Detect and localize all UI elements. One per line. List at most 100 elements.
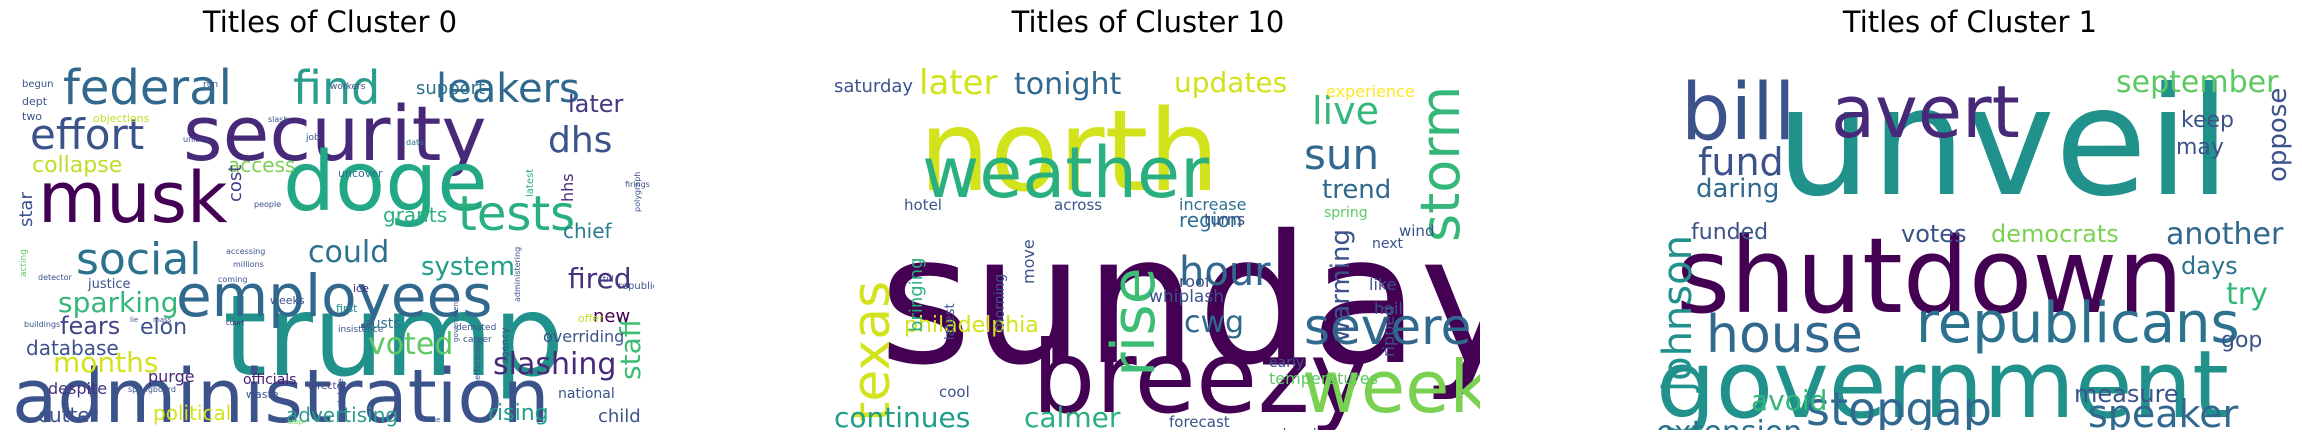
word-accessing: accessing [226,247,265,256]
word-two: two [22,110,42,123]
word-fears: fears [60,312,120,340]
word-objections: objections [93,112,150,125]
word-statute: statute [336,378,345,407]
word-court: court [226,319,244,327]
word-latest: latest [525,169,536,197]
word-first: first [336,302,358,315]
word-chief: chief [563,219,613,243]
word-slashing: slashing [493,347,616,382]
word-database: database [26,336,119,360]
word-waste: waste [246,388,279,401]
word-tonight: tonight [1014,67,1122,102]
word-weekend: weekend [1254,427,1317,430]
word-begun: begun [22,79,54,90]
word-sue: sue [428,416,440,424]
word-democrats: democrats [1991,220,2119,248]
word-north: north [919,87,1219,217]
word-cloud: north sunday breezy weather week severe texas s… [834,42,1480,430]
word-staff: staff [614,317,647,380]
word-access: access [228,153,295,177]
word-votes: votes [1901,220,1967,248]
word-may: may [2176,135,2224,160]
word-insistence: insistence [338,325,384,335]
word-lie: lie [130,316,138,324]
word-slash: slash [268,115,289,124]
word-job: job [305,133,320,143]
word-hhs: hhs [558,173,577,202]
word-unions: unions [183,135,210,144]
word-people: people [254,200,281,209]
word-star: star [16,192,37,227]
word-grants: grants [383,203,447,227]
word-acting: acting [19,249,29,277]
word-director: director [308,381,348,392]
word-continues: continues [834,401,970,430]
word-spring: spring [1324,205,1368,221]
word-performing: performing [473,341,482,385]
word-avert: avert [1831,70,2020,154]
word-bringing: bringing [906,258,927,333]
word-data: data [406,138,424,147]
word-rising: rising [488,401,549,426]
panel-title: Titles of Cluster 1 [1842,5,2098,39]
word-whiplash: whiplash [1149,287,1224,307]
word-workers: workers [330,82,366,92]
word-dhs: dhs [548,120,612,161]
word-ice: ice [353,282,369,295]
word-employees: employees [176,262,493,330]
word-security: security [183,89,486,178]
word-social: social [76,234,201,285]
word-saturday: saturday [834,76,913,97]
word-tests: tests [458,186,575,242]
word-could: could [308,235,389,270]
word-cool: cool [939,383,970,401]
word-support: support [416,78,485,99]
word-fund: fund [1698,140,1784,184]
word-find: find [293,61,380,115]
word-government: government [452,299,460,342]
word-hour: hour [1179,249,1271,295]
word-september: september [2116,65,2279,100]
word-later: later [919,63,998,103]
word-severe: severe [1304,298,1471,356]
word-days: days [2181,252,2238,280]
word-early: early [1269,355,1304,371]
word-administration: administration [12,354,550,430]
word-republicans: republicans [618,281,654,292]
word-ripped: ripped [1379,306,1398,357]
panel-title: Titles of Cluster 10 [1011,5,1285,39]
word-morning: morning [992,274,1008,332]
word-springboard: springboard [128,385,176,394]
word-keep: keep [2181,108,2234,133]
word-system: system [421,252,515,282]
word-stopgap: stopgap [1806,382,1992,430]
word-johnson: johnson [1656,235,1701,393]
word-texans: texans [1394,428,1441,430]
word-next: next [1372,236,1404,252]
word-trump: trump [223,272,564,402]
word-coming: coming [218,275,247,284]
word-cwg: cwg [1184,305,1244,340]
word-federal: federal [63,60,232,116]
word-sparking: sparking [58,286,179,319]
word-daring: daring [1696,174,1779,204]
word-trend: trend [1322,175,1391,205]
word-uncover: uncover [338,167,383,180]
word-republicans: republicans [1916,291,2240,356]
word-hotel: hotel [904,196,942,214]
word-cloud: trump administration security doge musk emplo… [8,42,654,430]
word-justice: justice [87,277,130,292]
word-turns: turns [1204,210,1245,229]
word-national: national [558,386,615,402]
word-political: political [153,401,231,425]
word-millions: millions [233,260,264,269]
word-run: run [203,80,218,90]
panel-cluster-10: Titles of Cluster 10 north sunday breezy we… [818,0,1480,435]
word-sunday: sunday [879,197,1480,404]
word-firings: firings [625,180,650,189]
word-funded: funded [1691,220,1768,245]
word-philadelphia: philadelphia [904,313,1039,338]
